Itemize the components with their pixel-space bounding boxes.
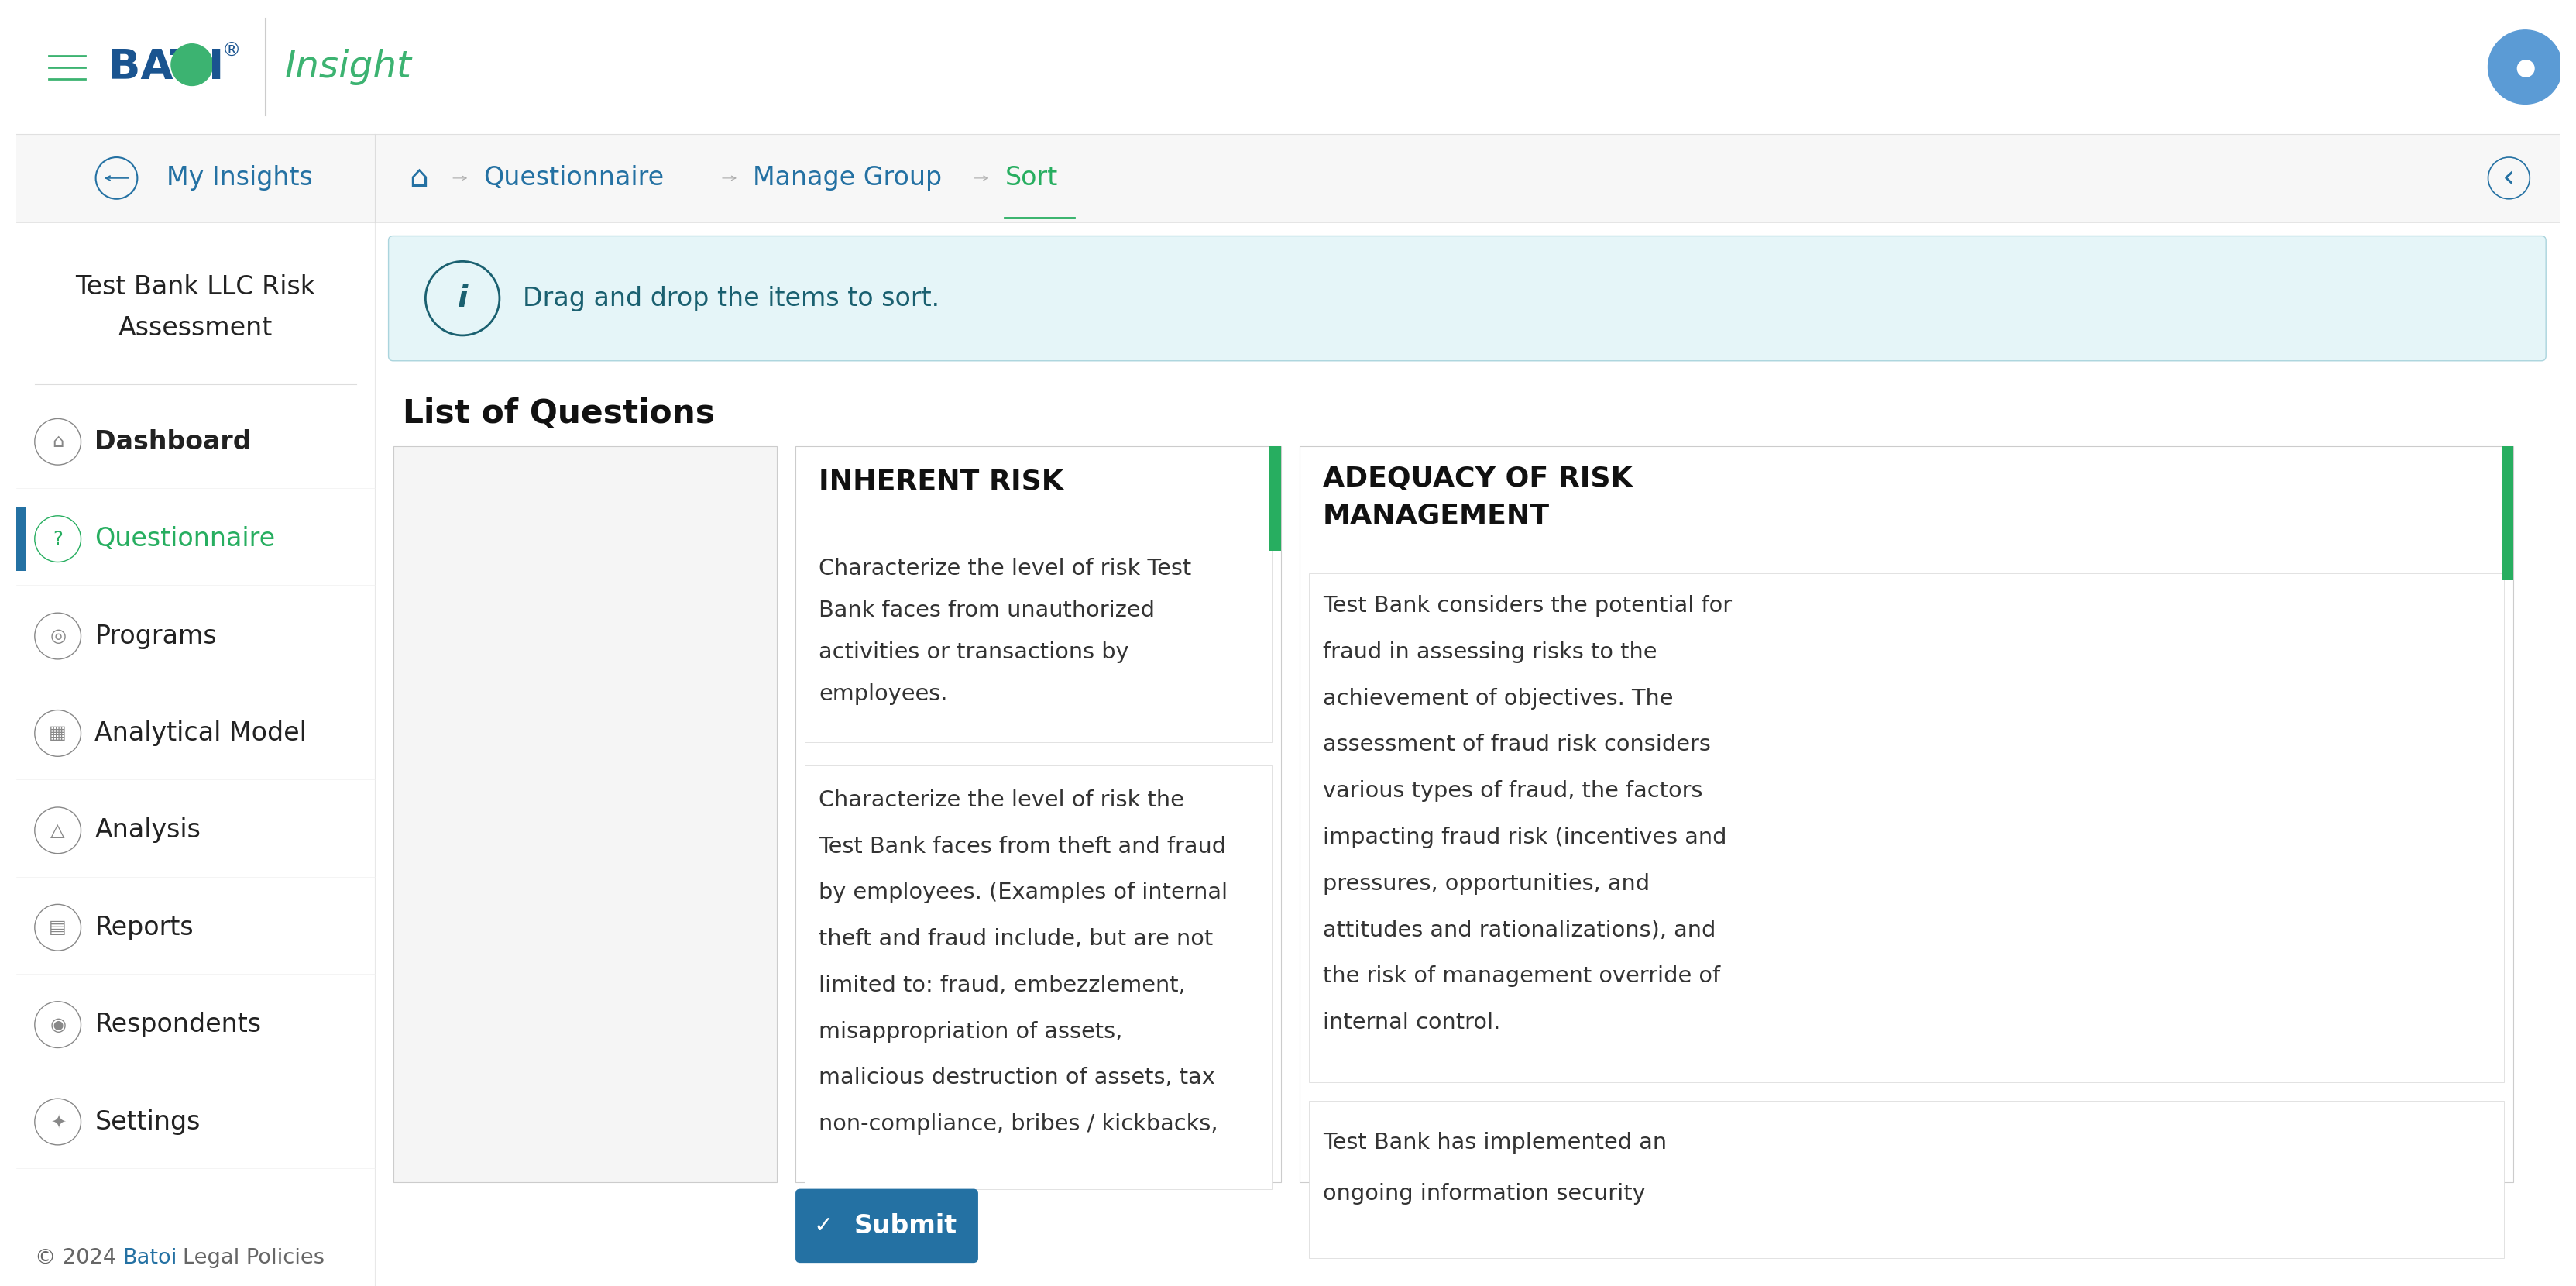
Circle shape [170, 44, 214, 86]
Text: MANAGEMENT: MANAGEMENT [1321, 503, 1551, 529]
Text: Sort: Sort [1005, 166, 1059, 190]
FancyBboxPatch shape [804, 534, 1273, 742]
Text: achievement of objectives. The: achievement of objectives. The [1321, 688, 1674, 710]
Text: limited to: fraud, embezzlement,: limited to: fraud, embezzlement, [819, 975, 1185, 997]
Text: Analysis: Analysis [95, 818, 201, 844]
Text: Assessment: Assessment [118, 315, 273, 341]
Text: Characterize the level of risk the: Characterize the level of risk the [819, 790, 1185, 811]
Text: List of Questions: List of Questions [402, 397, 714, 431]
Text: Reports: Reports [95, 914, 193, 940]
Text: ADEQUACY OF RISK: ADEQUACY OF RISK [1321, 466, 1633, 493]
Text: © 2024: © 2024 [33, 1249, 116, 1268]
Text: pressures, opportunities, and: pressures, opportunities, and [1321, 873, 1649, 894]
Text: Questionnaire: Questionnaire [484, 166, 665, 190]
FancyBboxPatch shape [796, 1188, 979, 1263]
Text: △: △ [52, 820, 64, 840]
Text: theft and fraud include, but are not: theft and fraud include, but are not [819, 928, 1213, 950]
Text: employees.: employees. [819, 683, 948, 705]
Text: Test Bank LLC Risk: Test Bank LLC Risk [75, 274, 314, 300]
Text: Insight: Insight [283, 49, 412, 85]
Text: internal control.: internal control. [1321, 1012, 1499, 1033]
Text: ✦: ✦ [49, 1112, 64, 1132]
Text: activities or transactions by: activities or transactions by [819, 642, 1128, 664]
Text: Dashboard: Dashboard [95, 430, 252, 454]
FancyBboxPatch shape [1270, 446, 1280, 550]
Text: I: I [209, 46, 224, 87]
Text: the risk of management override of: the risk of management override of [1321, 966, 1721, 986]
Text: misappropriation of assets,: misappropriation of assets, [819, 1021, 1123, 1043]
Text: Batoi: Batoi [124, 1249, 178, 1268]
Text: ▤: ▤ [49, 918, 67, 936]
Text: Programs: Programs [95, 624, 216, 649]
Text: Manage Group: Manage Group [752, 166, 943, 190]
Text: malicious destruction of assets, tax: malicious destruction of assets, tax [819, 1067, 1216, 1089]
Text: Bank faces from unauthorized: Bank faces from unauthorized [819, 599, 1154, 621]
Text: Analytical Model: Analytical Model [95, 720, 307, 746]
Text: fraud in assessing risks to the: fraud in assessing risks to the [1321, 642, 1656, 664]
Text: Test Bank has implemented an: Test Bank has implemented an [1321, 1132, 1667, 1154]
Text: ◉: ◉ [49, 1016, 67, 1034]
Text: ⌂: ⌂ [410, 163, 428, 193]
FancyBboxPatch shape [15, 134, 2561, 222]
Text: ‹: ‹ [2501, 162, 2517, 194]
Text: attitudes and rationalizations), and: attitudes and rationalizations), and [1321, 919, 1716, 940]
FancyBboxPatch shape [796, 446, 1280, 1182]
Text: ⌂: ⌂ [52, 432, 64, 451]
Text: Respondents: Respondents [95, 1012, 260, 1038]
FancyBboxPatch shape [389, 235, 2545, 361]
Text: by employees. (Examples of internal: by employees. (Examples of internal [819, 882, 1229, 904]
Text: Questionnaire: Questionnaire [95, 526, 276, 552]
Text: Test Bank considers the potential for: Test Bank considers the potential for [1321, 595, 1731, 617]
FancyBboxPatch shape [15, 0, 2561, 134]
Text: ?: ? [54, 530, 62, 548]
FancyBboxPatch shape [804, 765, 1273, 1188]
Text: My Insights: My Insights [167, 166, 312, 190]
Text: non-compliance, bribes / kickbacks,: non-compliance, bribes / kickbacks, [819, 1114, 1218, 1136]
FancyBboxPatch shape [2501, 446, 2514, 580]
FancyBboxPatch shape [15, 507, 26, 571]
Text: Characterize the level of risk Test: Characterize the level of risk Test [819, 558, 1190, 580]
Text: Test Bank faces from theft and fraud: Test Bank faces from theft and fraud [819, 836, 1226, 858]
Text: BAT: BAT [108, 46, 198, 87]
Circle shape [2488, 30, 2563, 104]
Text: ✓: ✓ [814, 1215, 832, 1237]
Text: assessment of fraud risk considers: assessment of fraud risk considers [1321, 734, 1710, 756]
Text: Drag and drop the items to sort.: Drag and drop the items to sort. [523, 285, 940, 311]
FancyBboxPatch shape [1298, 446, 2514, 1182]
FancyBboxPatch shape [1309, 1101, 2504, 1258]
Text: ongoing information security: ongoing information security [1321, 1183, 1646, 1204]
Text: ®: ® [222, 41, 240, 60]
FancyBboxPatch shape [1309, 574, 2504, 1083]
FancyBboxPatch shape [394, 446, 778, 1182]
Text: i: i [459, 284, 469, 312]
Text: Settings: Settings [95, 1109, 201, 1134]
Text: Legal Policies: Legal Policies [183, 1249, 325, 1268]
Text: various types of fraud, the factors: various types of fraud, the factors [1321, 781, 1703, 802]
Text: INHERENT RISK: INHERENT RISK [819, 468, 1064, 494]
Text: ●: ● [2514, 55, 2535, 78]
Text: ▦: ▦ [49, 724, 67, 742]
FancyBboxPatch shape [15, 222, 374, 1286]
Text: Submit: Submit [853, 1213, 956, 1238]
Text: impacting fraud risk (incentives and: impacting fraud risk (incentives and [1321, 827, 1726, 849]
Text: ◎: ◎ [49, 626, 67, 646]
